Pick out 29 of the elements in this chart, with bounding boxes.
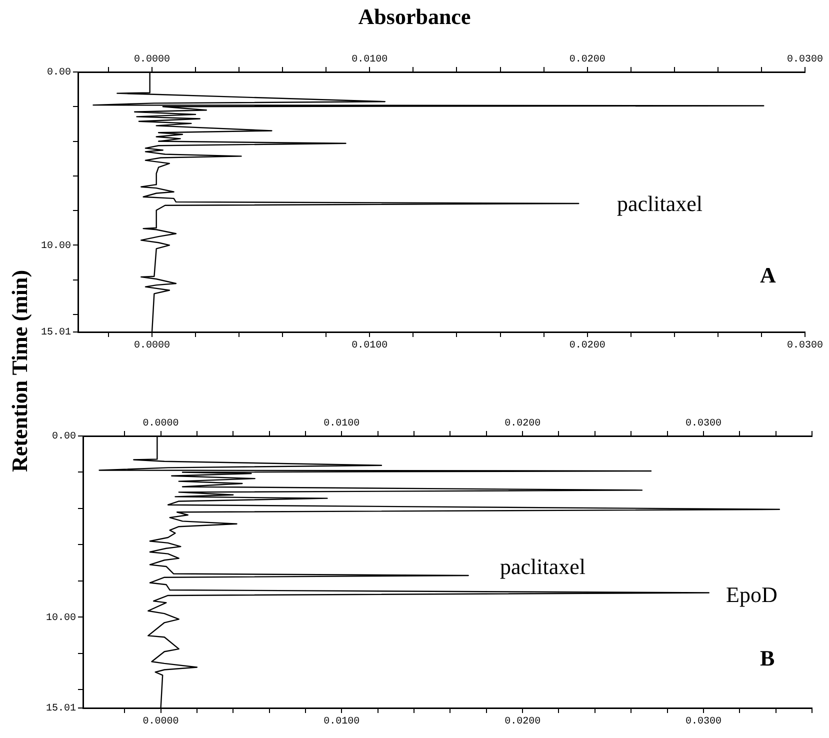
y-tick-label: 10.00 (40, 240, 71, 252)
y-tick-label: 15.01 (46, 704, 76, 715)
x2-tick-label: 0.0100 (352, 340, 388, 352)
x-tick-label: 0.0000 (142, 418, 179, 430)
y-tick-label: 15.01 (40, 328, 71, 339)
x-tick-label: 0.0300 (786, 54, 824, 66)
y-tick-label: 0.00 (46, 68, 71, 79)
x2-tick-label: 0.0300 (685, 716, 722, 728)
x-tick-label: 0.0100 (324, 418, 360, 430)
x-axis-title: Absorbance (357, 4, 472, 30)
x2-tick-label: 0.0100 (324, 716, 360, 728)
annotation: B (760, 646, 775, 671)
x2-tick-label: 0.0200 (569, 340, 606, 352)
x-tick-label: 0.0200 (569, 54, 606, 66)
x-tick-label: 0.0100 (352, 54, 388, 66)
y-tick-label: 10.00 (46, 612, 76, 624)
x2-tick-label: 0.0300 (786, 340, 824, 352)
annotation: paclitaxel (617, 190, 703, 216)
x-tick-label: 0.0000 (134, 54, 170, 66)
x2-tick-label: 0.0000 (142, 716, 179, 728)
x2-tick-label: 0.0200 (504, 716, 541, 728)
y-tick-label: 0.00 (52, 432, 76, 443)
annotation: EpoD (726, 582, 778, 607)
y-axis-title: Retention Time (min) (7, 268, 33, 474)
annotation: paclitaxel (500, 554, 586, 579)
x2-tick-label: 0.0000 (134, 340, 170, 352)
x-tick-label: 0.0200 (504, 418, 541, 430)
x-tick-label: 0.0300 (685, 418, 722, 430)
annotation: A (760, 262, 776, 288)
